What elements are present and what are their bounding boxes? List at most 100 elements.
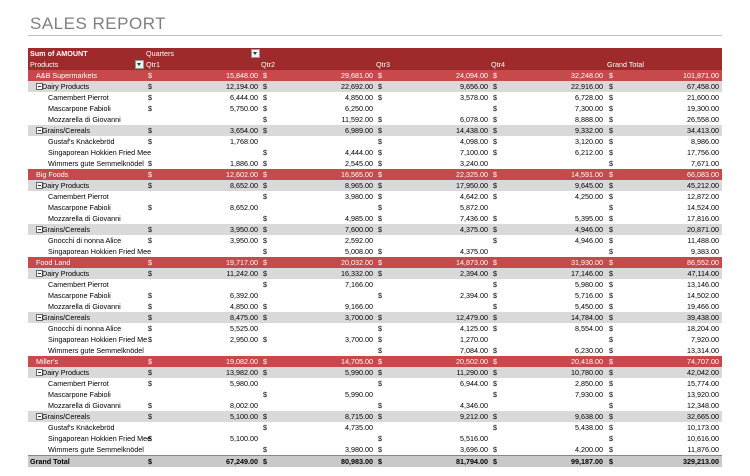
currency-symbol: $ <box>148 170 152 179</box>
currency-symbol: $ <box>609 412 613 421</box>
currency-symbol: $ <box>493 291 497 300</box>
currency-symbol: $ <box>148 104 152 113</box>
currency-symbol: $ <box>378 445 382 454</box>
currency-symbol: $ <box>609 93 613 102</box>
amount: 2,950.00 <box>230 335 258 344</box>
collapse-icon[interactable] <box>36 182 43 189</box>
amount: 7,300.00 <box>575 104 603 113</box>
currency-symbol: $ <box>263 192 267 201</box>
amount: 4,946.00 <box>575 236 603 245</box>
collapse-icon[interactable] <box>36 369 43 376</box>
amount: 9,656.00 <box>460 82 488 91</box>
collapse-icon[interactable] <box>36 226 43 233</box>
amount: 5,100.00 <box>230 412 258 421</box>
currency-symbol: $ <box>263 390 267 399</box>
currency-symbol: $ <box>493 368 497 377</box>
row-label: Camembert Pierrot <box>48 93 109 102</box>
amount: 80,983.00 <box>341 457 373 466</box>
amount: 19,082.00 <box>226 357 258 366</box>
currency-symbol: $ <box>609 313 613 322</box>
currency-symbol: $ <box>263 181 267 190</box>
amount: 6,444.00 <box>230 93 258 102</box>
amount: 10,780.00 <box>571 368 603 377</box>
currency-symbol: $ <box>609 170 613 179</box>
currency-symbol: $ <box>609 181 613 190</box>
row-label: Wimmers gute Semmelknödel <box>48 159 144 168</box>
amount: 9,638.00 <box>575 412 603 421</box>
amount: 101,871.00 <box>683 71 719 80</box>
amount: 31,930.00 <box>571 258 603 267</box>
amount: 74,707.00 <box>687 357 719 366</box>
amount: 4,985.00 <box>345 214 373 223</box>
amount: 67,249.00 <box>226 457 258 466</box>
amount: 5,525.00 <box>230 324 258 333</box>
collapse-icon[interactable] <box>36 83 43 90</box>
column-filter-button[interactable] <box>251 49 260 58</box>
currency-symbol: $ <box>378 115 382 124</box>
amount: 5,395.00 <box>575 214 603 223</box>
row-label: Wimmers gute Semmelknödel <box>48 445 144 454</box>
currency-symbol: $ <box>378 346 382 355</box>
amount: 1,886.00 <box>230 159 258 168</box>
amount: 4,250.00 <box>575 192 603 201</box>
currency-symbol: $ <box>148 93 152 102</box>
amount: 11,242.00 <box>226 269 258 278</box>
currency-symbol: $ <box>378 170 382 179</box>
currency-symbol: $ <box>263 457 267 466</box>
row-label: Grains/Cereals <box>42 412 90 421</box>
amount: 9,383.00 <box>691 247 719 256</box>
amount: 9,645.00 <box>575 181 603 190</box>
currency-symbol: $ <box>609 126 613 135</box>
amount: 6,728.00 <box>575 93 603 102</box>
row-label: Dairy Products <box>42 181 90 190</box>
product-row: Singaporean Hokkien Fried Mee $5,100.00 $5… <box>28 433 722 444</box>
currency-symbol: $ <box>263 412 267 421</box>
amount: 13,146.00 <box>687 280 719 289</box>
amount: 10,616.00 <box>687 434 719 443</box>
amount: 21,600.00 <box>687 93 719 102</box>
category-row: Grains/Cereals $8,475.00 $3,700.00 $12,479.… <box>28 312 722 323</box>
amount: 4,375.00 <box>460 247 488 256</box>
collapse-icon[interactable] <box>36 270 43 277</box>
currency-symbol: $ <box>378 313 382 322</box>
collapse-icon[interactable] <box>36 314 43 321</box>
amount: 12,602.00 <box>226 170 258 179</box>
title-rule <box>28 35 722 36</box>
currency-symbol: $ <box>378 82 382 91</box>
product-row: Singaporean Hokkien Fried Mee $4,444.00 $7… <box>28 147 722 158</box>
amount: 11,488.00 <box>687 236 719 245</box>
amount: 14,705.00 <box>341 357 373 366</box>
currency-symbol: $ <box>148 302 152 311</box>
amount: 3,578.00 <box>460 93 488 102</box>
amount: 7,930.00 <box>575 390 603 399</box>
category-row: Dairy Products $11,242.00 $16,332.00 $2,394… <box>28 268 722 279</box>
row-label: Big Foods <box>36 170 69 179</box>
row-field-label: Products <box>30 60 59 69</box>
amount: 6,392.00 <box>230 291 258 300</box>
currency-symbol: $ <box>263 368 267 377</box>
row-label: Mascarpone Fabioli <box>48 291 111 300</box>
amount: 6,250.00 <box>345 104 373 113</box>
collapse-icon[interactable] <box>36 413 43 420</box>
currency-symbol: $ <box>263 335 267 344</box>
category-row: Grains/Cereals $3,654.00 $6,989.00 $14,438.… <box>28 125 722 136</box>
amount: 8,002.00 <box>230 401 258 410</box>
amount: 22,692.00 <box>341 82 373 91</box>
row-label: Gnocchi di nonna Alice <box>48 324 122 333</box>
amount: 20,418.00 <box>571 357 603 366</box>
amount: 24,094.00 <box>456 71 488 80</box>
column-field-label: Quarters <box>146 49 174 58</box>
currency-symbol: $ <box>148 457 152 466</box>
header-row: Sum of AMOUNT Quarters <box>28 48 722 59</box>
row-filter-button[interactable] <box>135 60 144 69</box>
product-row: Mozzarella di Giovanni $4,985.00 $7,436.00… <box>28 213 722 224</box>
amount: 7,671.00 <box>691 159 719 168</box>
currency-symbol: $ <box>609 82 613 91</box>
currency-symbol: $ <box>148 203 152 212</box>
currency-symbol: $ <box>263 126 267 135</box>
currency-symbol: $ <box>609 137 613 146</box>
currency-symbol: $ <box>148 357 152 366</box>
amount: 7,436.00 <box>460 214 488 223</box>
collapse-icon[interactable] <box>36 127 43 134</box>
amount: 2,394.00 <box>460 269 488 278</box>
